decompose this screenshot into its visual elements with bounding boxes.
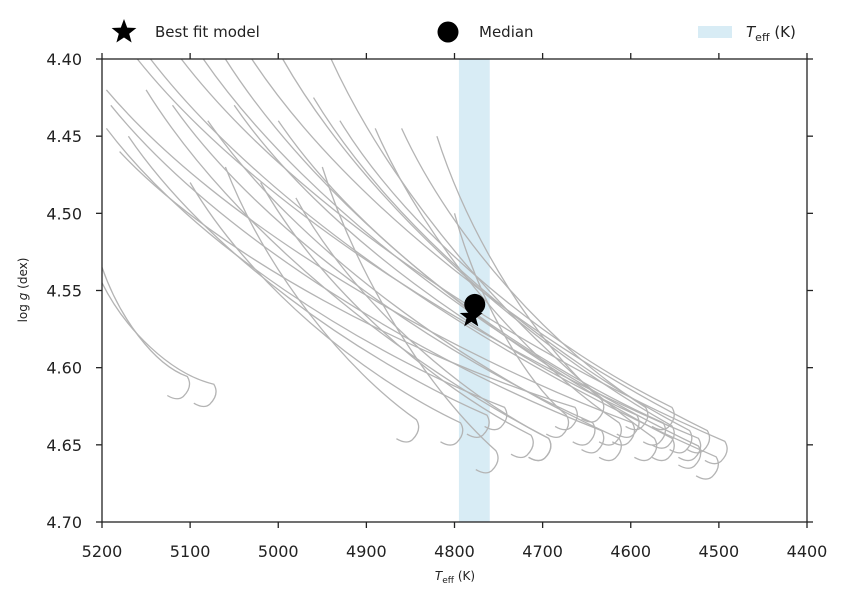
- legend-best-fit-marker: [111, 19, 137, 43]
- track-line: [233, 104, 640, 438]
- track-line: [251, 58, 711, 454]
- x-tick-label: 4700: [522, 542, 563, 561]
- track-line: [224, 58, 675, 462]
- y-tick-label: 4.50: [46, 204, 82, 223]
- legend-teff-label: Teff (K): [746, 23, 796, 44]
- y-tick-label: 4.70: [46, 513, 82, 532]
- y-axis-label: log g (dex): [16, 258, 30, 323]
- track-line: [224, 166, 420, 443]
- x-tick-label: 5200: [82, 542, 123, 561]
- legend-teff-swatch: [698, 26, 732, 38]
- track-line: [189, 182, 464, 446]
- track-line: [260, 182, 534, 459]
- best-fit-star: [459, 304, 483, 327]
- legend-best-fit-label: Best fit model: [155, 23, 260, 41]
- y-tick-label: 4.65: [46, 436, 82, 455]
- track-line: [282, 58, 675, 449]
- legend-median-marker: [437, 21, 459, 43]
- track-line: [330, 58, 658, 462]
- track-line: [119, 151, 578, 431]
- x-tick-label: 4500: [699, 542, 740, 561]
- track-line: [339, 120, 675, 431]
- median-point: [464, 293, 486, 315]
- x-tick-label: 4800: [434, 542, 475, 561]
- track-line: [110, 104, 605, 454]
- x-tick-label: 5000: [258, 542, 299, 561]
- track-line: [101, 267, 191, 400]
- track-line: [207, 120, 622, 462]
- track-line: [374, 128, 622, 446]
- y-tick-label: 4.40: [46, 50, 82, 69]
- track-line: [401, 128, 649, 431]
- y-tick-label: 4.55: [46, 282, 82, 301]
- y-tick-label: 4.45: [46, 127, 82, 146]
- y-tick-label: 4.60: [46, 359, 82, 378]
- x-tick-label: 4600: [610, 542, 651, 561]
- track-line: [436, 136, 605, 423]
- track-line: [105, 128, 508, 431]
- track-line: [312, 97, 693, 454]
- x-tick-label: 4900: [346, 542, 387, 561]
- legend: Best fit model Median Teff (K): [111, 19, 796, 44]
- track-line: [136, 58, 702, 462]
- x-tick-label: 4400: [787, 542, 828, 561]
- track-line: [277, 120, 667, 446]
- legend-median-label: Median: [479, 23, 534, 41]
- track-line: [101, 282, 217, 408]
- teff-band: [458, 59, 490, 522]
- track-line: [295, 197, 552, 462]
- x-tick-label: 5100: [170, 542, 211, 561]
- x-axis-label: Teff (K): [435, 569, 475, 586]
- track-line: [453, 213, 570, 438]
- track-line: [321, 166, 499, 474]
- track-line: [105, 89, 636, 446]
- track-line: [180, 58, 728, 465]
- track-line: [171, 104, 596, 446]
